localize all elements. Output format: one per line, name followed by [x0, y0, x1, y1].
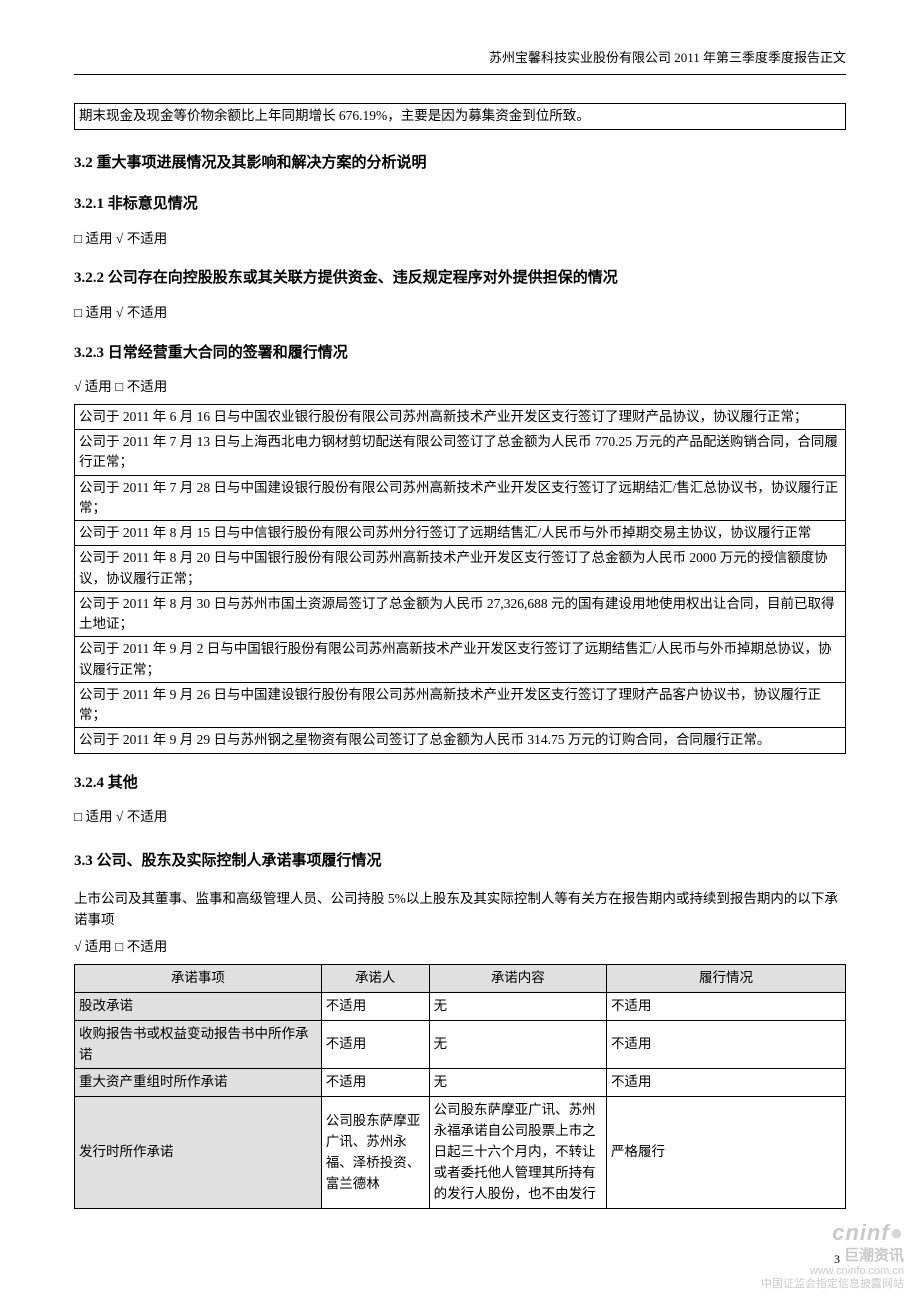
table-cell: 严格履行: [606, 1097, 845, 1209]
table-row: 收购报告书或权益变动报告书中所作承诺不适用无不适用: [75, 1020, 846, 1069]
table-cell: 不适用: [321, 1020, 429, 1069]
check-3-3: √ 适用 □ 不适用: [74, 937, 846, 958]
contract-row: 公司于 2011 年 8 月 15 日与中信银行股份有限公司苏州分行签订了远期结…: [75, 521, 846, 546]
contract-row: 公司于 2011 年 9 月 2 日与中国银行股份有限公司苏州高新技术产业开发区…: [75, 637, 846, 683]
running-header: 苏州宝馨科技实业股份有限公司 2011 年第三季度季度报告正文: [74, 48, 846, 75]
heading-3-2: 3.2 重大事项进展情况及其影响和解决方案的分析说明: [74, 152, 846, 175]
table-cell: 不适用: [606, 1020, 845, 1069]
check-3-2-3: √ 适用 □ 不适用: [74, 377, 846, 398]
heading-3-2-2: 3.2.2 公司存在向控股股东或其关联方提供资金、违反规定程序对外提供担保的情况: [74, 267, 846, 290]
table-cell: 收购报告书或权益变动报告书中所作承诺: [75, 1020, 322, 1069]
heading-3-2-3: 3.2.3 日常经营重大合同的签署和履行情况: [74, 342, 846, 365]
watermark-brand: cninf●: [761, 1220, 904, 1246]
commitment-table: 承诺事项承诺人承诺内容履行情况 股改承诺不适用无不适用收购报告书或权益变动报告书…: [74, 964, 846, 1209]
intro-3-3: 上市公司及其董事、监事和高级管理人员、公司持股 5%以上股东及其实际控制人等有关…: [74, 889, 846, 931]
table-header: 承诺内容: [429, 964, 606, 992]
heading-3-3: 3.3 公司、股东及实际控制人承诺事项履行情况: [74, 850, 846, 873]
table-cell: 无: [429, 1069, 606, 1097]
watermark-cn: 巨潮资讯: [761, 1247, 904, 1265]
table-header: 承诺人: [321, 964, 429, 992]
table-cell: 发行时所作承诺: [75, 1097, 322, 1209]
table-cell: 公司股东萨摩亚广讯、苏州永福、泽桥投资、富兰德林: [321, 1097, 429, 1209]
table-cell: 不适用: [321, 1069, 429, 1097]
table-cell: 无: [429, 1020, 606, 1069]
check-3-2-2: □ 适用 √ 不适用: [74, 303, 846, 324]
table-cell: 股改承诺: [75, 992, 322, 1020]
contract-row: 公司于 2011 年 8 月 20 日与中国银行股份有限公司苏州高新技术产业开发…: [75, 546, 846, 592]
table-cell: 不适用: [606, 1069, 845, 1097]
contract-row: 公司于 2011 年 9 月 26 日与中国建设银行股份有限公司苏州高新技术产业…: [75, 682, 846, 728]
contract-row: 公司于 2011 年 9 月 29 日与苏州钢之星物资有限公司签订了总金额为人民…: [75, 728, 846, 753]
table-row: 发行时所作承诺公司股东萨摩亚广讯、苏州永福、泽桥投资、富兰德林公司股东萨摩亚广讯…: [75, 1097, 846, 1209]
table-cell: 公司股东萨摩亚广讯、苏州永福承诺自公司股票上市之日起三十六个月内，不转让或者委托…: [429, 1097, 606, 1209]
heading-3-2-1: 3.2.1 非标意见情况: [74, 193, 846, 216]
check-3-2-1: □ 适用 √ 不适用: [74, 229, 846, 250]
table-row: 股改承诺不适用无不适用: [75, 992, 846, 1020]
top-note-box: 期末现金及现金等价物余额比上年同期增长 676.19%，主要是因为募集资金到位所…: [74, 103, 846, 130]
contract-row: 公司于 2011 年 7 月 28 日与中国建设银行股份有限公司苏州高新技术产业…: [75, 475, 846, 521]
check-3-2-4: □ 适用 √ 不适用: [74, 807, 846, 828]
table-header: 承诺事项: [75, 964, 322, 992]
contract-table: 公司于 2011 年 6 月 16 日与中国农业银行股份有限公司苏州高新技术产业…: [74, 404, 846, 754]
table-cell: 重大资产重组时所作承诺: [75, 1069, 322, 1097]
table-row: 重大资产重组时所作承诺不适用无不适用: [75, 1069, 846, 1097]
table-header: 履行情况: [606, 964, 845, 992]
table-cell: 不适用: [321, 992, 429, 1020]
contract-row: 公司于 2011 年 8 月 30 日与苏州市国土资源局签订了总金额为人民币 2…: [75, 591, 846, 637]
contract-row: 公司于 2011 年 6 月 16 日与中国农业银行股份有限公司苏州高新技术产业…: [75, 404, 846, 429]
watermark-url: www.cninfo.com.cn: [761, 1265, 904, 1278]
contract-row: 公司于 2011 年 7 月 13 日与上海西北电力钢材剪切配送有限公司签订了总…: [75, 430, 846, 476]
heading-3-2-4: 3.2.4 其他: [74, 772, 846, 795]
watermark: cninf● 巨潮资讯 www.cninfo.com.cn 中国证监会指定信息披…: [761, 1220, 904, 1291]
table-cell: 无: [429, 992, 606, 1020]
watermark-sub: 中国证监会指定信息披露网站: [761, 1278, 904, 1291]
table-cell: 不适用: [606, 992, 845, 1020]
